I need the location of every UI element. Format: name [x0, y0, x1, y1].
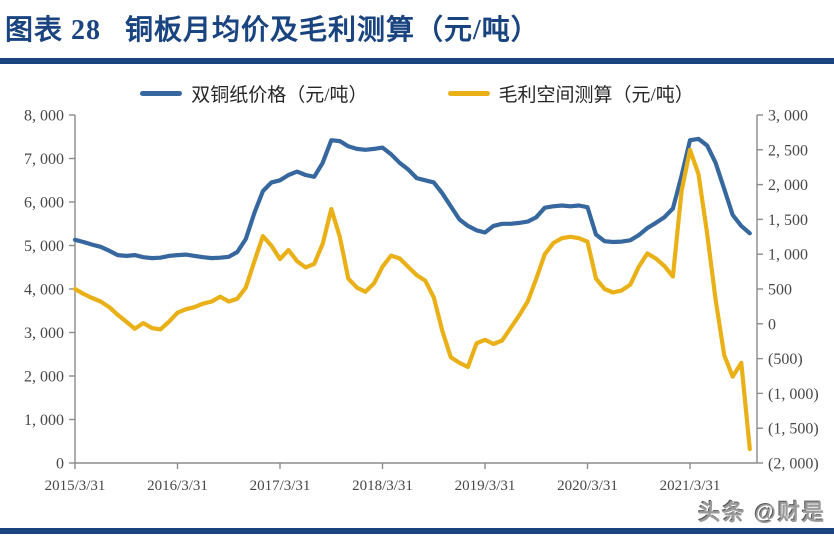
y-axis-left-label: 6, 000	[24, 195, 64, 212]
price-line	[72, 136, 752, 261]
legend-item-margin: 毛利空间测算（元/吨）	[447, 80, 694, 107]
price-line-swatch-icon	[140, 91, 183, 96]
page-title: 图表 28 铜板月均价及毛利测算（元/吨）	[5, 8, 540, 48]
y-axis-left-label: 8, 000	[24, 108, 64, 125]
y-axis-left-label: 5, 000	[24, 238, 64, 255]
top-rule	[0, 58, 834, 64]
figure-title: 铜板月均价及毛利测算（元/吨）	[125, 15, 540, 46]
legend: 双铜纸价格（元/吨） 毛利空间测算（元/吨）	[0, 80, 834, 107]
y-axis-right-label: 0	[768, 316, 776, 333]
y-axis-right-label: (2, 000)	[768, 456, 819, 473]
y-axis-right-label: 1, 500	[768, 212, 808, 229]
margin-line-swatch-icon	[447, 91, 490, 96]
x-axis-label: 2017/3/31	[250, 478, 311, 494]
y-axis-right-label: (500)	[768, 351, 803, 368]
y-axis-right-label: (1, 500)	[768, 421, 819, 438]
x-axis-label: 2016/3/31	[147, 478, 208, 494]
y-axis-left-label: 7, 000	[24, 151, 64, 168]
legend-label-margin: 毛利空间测算（元/吨）	[498, 85, 694, 106]
y-axis-left-label: 1, 000	[24, 412, 64, 429]
y-axis-right-label: 500	[768, 282, 792, 299]
x-axis-label: 2021/3/31	[660, 478, 721, 494]
y-axis-right-label: (1, 000)	[768, 386, 819, 403]
figure-label: 图表 28	[5, 15, 102, 46]
y-axis-right-label: 1, 000	[768, 247, 808, 264]
x-axis-label: 2015/3/31	[45, 478, 106, 494]
y-axis-left-label: 0	[56, 456, 64, 473]
y-axis-left-label: 3, 000	[24, 325, 64, 342]
x-axis-label: 2019/3/31	[455, 478, 516, 494]
watermark: 头条 @财是	[698, 500, 826, 525]
y-axis-right-label: 2, 000	[768, 177, 808, 194]
y-axis-right-label: 2, 500	[768, 142, 808, 159]
y-axis-left-label: 2, 000	[24, 369, 64, 386]
legend-label-price: 双铜纸价格（元/吨）	[191, 85, 368, 106]
bottom-rule	[0, 528, 834, 534]
y-axis-left-label: 4, 000	[24, 282, 64, 299]
margin-line	[72, 147, 752, 452]
y-axis-right-label: 3, 000	[768, 108, 808, 125]
x-axis-label: 2020/3/31	[557, 478, 618, 494]
legend-item-price: 双铜纸价格（元/吨）	[140, 80, 368, 107]
x-axis-label: 2018/3/31	[352, 478, 413, 494]
